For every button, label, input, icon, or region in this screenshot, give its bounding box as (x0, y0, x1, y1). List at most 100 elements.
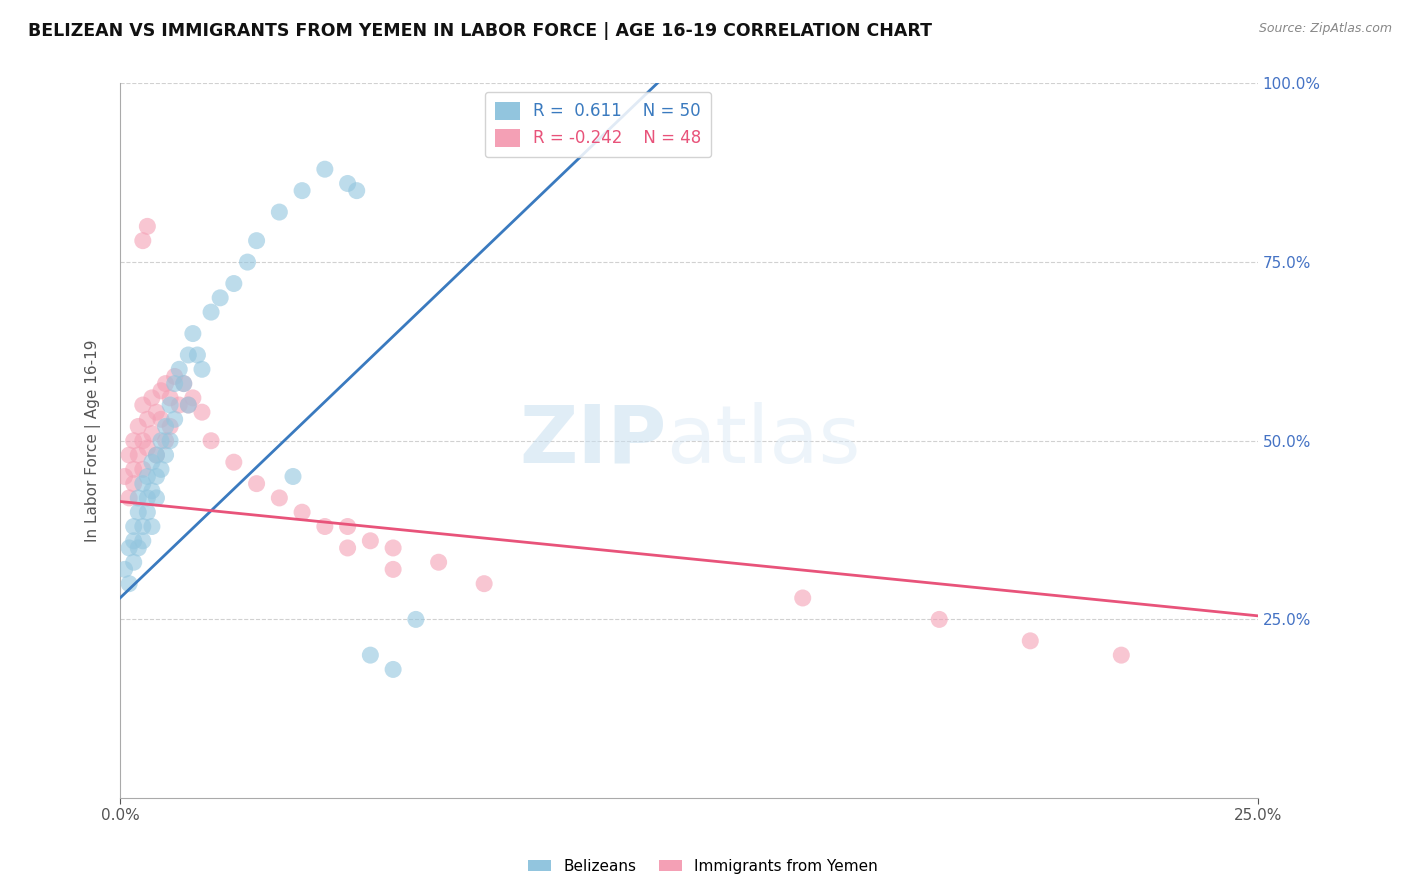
Point (163, 376, 186, 391)
Point (122, 462, 145, 476)
Point (145, 448, 167, 462)
Legend: R =  0.611    N = 50, R = -0.242    N = 48: R = 0.611 N = 50, R = -0.242 N = 48 (485, 92, 711, 158)
Point (141, 455, 163, 469)
Point (163, 369, 186, 384)
Point (159, 391, 181, 405)
Point (222, 455, 245, 469)
Point (1111, 648, 1133, 662)
Point (191, 362, 214, 376)
Point (132, 234, 155, 248)
Point (122, 533, 145, 548)
Point (346, 184, 368, 198)
Point (155, 376, 177, 391)
Point (150, 434, 173, 448)
Point (291, 184, 314, 198)
Point (382, 541, 405, 555)
Point (118, 448, 141, 462)
Point (1019, 633, 1042, 648)
Point (132, 462, 155, 476)
Point (150, 462, 173, 476)
Text: ZIP: ZIP (519, 401, 666, 480)
Point (122, 434, 145, 448)
Point (122, 476, 145, 491)
Point (122, 519, 145, 533)
Legend: Belizeans, Immigrants from Yemen: Belizeans, Immigrants from Yemen (522, 853, 884, 880)
Point (928, 612, 950, 626)
Point (281, 469, 304, 483)
Point (127, 491, 149, 505)
Point (132, 519, 155, 533)
Point (145, 405, 167, 419)
Point (336, 177, 359, 191)
Point (155, 448, 177, 462)
Point (245, 234, 267, 248)
Point (150, 384, 173, 398)
Point (163, 412, 186, 426)
Point (145, 469, 167, 483)
Point (245, 476, 267, 491)
Point (127, 505, 149, 519)
Point (150, 412, 173, 426)
Point (155, 434, 177, 448)
Point (269, 491, 291, 505)
Point (177, 398, 200, 412)
Point (136, 505, 159, 519)
Point (177, 348, 200, 362)
Y-axis label: In Labor Force | Age 16-19: In Labor Force | Age 16-19 (86, 340, 101, 542)
Point (145, 491, 167, 505)
Point (269, 205, 291, 219)
Point (427, 555, 450, 569)
Point (136, 469, 159, 483)
Point (136, 491, 159, 505)
Point (167, 362, 190, 376)
Point (405, 612, 427, 626)
Point (141, 426, 163, 441)
Point (127, 541, 149, 555)
Point (159, 398, 181, 412)
Point (336, 519, 359, 533)
Point (314, 162, 336, 177)
Point (222, 277, 245, 291)
Point (173, 376, 195, 391)
Point (472, 576, 495, 591)
Point (167, 398, 190, 412)
Point (181, 391, 204, 405)
Point (114, 562, 136, 576)
Point (336, 541, 359, 555)
Point (314, 519, 336, 533)
Point (177, 398, 200, 412)
Point (145, 448, 167, 462)
Text: BELIZEAN VS IMMIGRANTS FROM YEMEN IN LABOR FORCE | AGE 16-19 CORRELATION CHART: BELIZEAN VS IMMIGRANTS FROM YEMEN IN LAB… (28, 22, 932, 40)
Point (236, 255, 259, 269)
Point (132, 398, 155, 412)
Point (127, 448, 149, 462)
Point (173, 376, 195, 391)
Point (291, 505, 314, 519)
Point (181, 326, 204, 341)
Point (132, 434, 155, 448)
Point (200, 434, 222, 448)
Point (127, 419, 149, 434)
Point (114, 469, 136, 483)
Text: atlas: atlas (666, 401, 860, 480)
Point (191, 405, 214, 419)
Point (359, 533, 381, 548)
Point (136, 412, 159, 426)
Point (359, 648, 381, 662)
Point (118, 576, 141, 591)
Point (118, 541, 141, 555)
Text: Source: ZipAtlas.com: Source: ZipAtlas.com (1258, 22, 1392, 36)
Point (141, 391, 163, 405)
Point (136, 441, 159, 455)
Point (132, 476, 155, 491)
Point (122, 555, 145, 569)
Point (132, 533, 155, 548)
Point (159, 434, 181, 448)
Point (186, 348, 208, 362)
Point (155, 419, 177, 434)
Point (136, 219, 159, 234)
Point (382, 562, 405, 576)
Point (200, 305, 222, 319)
Point (118, 491, 141, 505)
Point (141, 519, 163, 533)
